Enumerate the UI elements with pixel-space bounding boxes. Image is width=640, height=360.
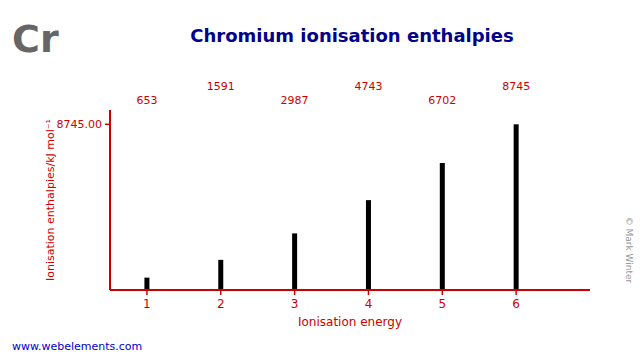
- x-tick-label: 3: [291, 297, 299, 311]
- bar: [144, 278, 149, 290]
- x-tick: [515, 290, 517, 295]
- x-tick-label: 4: [365, 297, 373, 311]
- bar: [440, 163, 445, 290]
- title: Chromium ionisation enthalpies: [190, 25, 513, 46]
- x-tick: [294, 290, 296, 295]
- x-label: Ionisation energy: [298, 315, 402, 329]
- bar: [366, 200, 371, 290]
- data-label: 6702: [428, 94, 456, 107]
- x-tick-label: 2: [217, 297, 225, 311]
- x-tick: [146, 290, 148, 295]
- x-tick: [442, 290, 444, 295]
- y-axis: [109, 110, 111, 290]
- data-label: 1591: [207, 80, 235, 93]
- bar: [292, 233, 297, 290]
- bar: [218, 260, 223, 290]
- website: www.webelements.com: [12, 340, 142, 353]
- element-symbol: Cr: [12, 17, 59, 61]
- x-tick-label: 6: [512, 297, 520, 311]
- x-tick-label: 1: [143, 297, 151, 311]
- y-tick-label: 8745.00: [57, 118, 103, 131]
- y-label: Ionisation enthalpies/kJ mol⁻¹: [44, 119, 57, 281]
- x-axis: [110, 289, 590, 291]
- data-label: 4743: [354, 80, 382, 93]
- x-tick-label: 5: [438, 297, 446, 311]
- data-label: 2987: [281, 94, 309, 107]
- data-label: 8745: [502, 80, 530, 93]
- x-tick: [220, 290, 222, 295]
- copyright: © Mark Winter: [624, 217, 634, 284]
- y-tick: [105, 124, 110, 126]
- data-label: 653: [136, 94, 157, 107]
- chart: 1 2 3 4 5 6 8745.00 Ionisation energy Ionisation…: [0, 0, 640, 360]
- bar: [514, 124, 519, 290]
- x-tick: [368, 290, 370, 295]
- bars: [144, 124, 518, 290]
